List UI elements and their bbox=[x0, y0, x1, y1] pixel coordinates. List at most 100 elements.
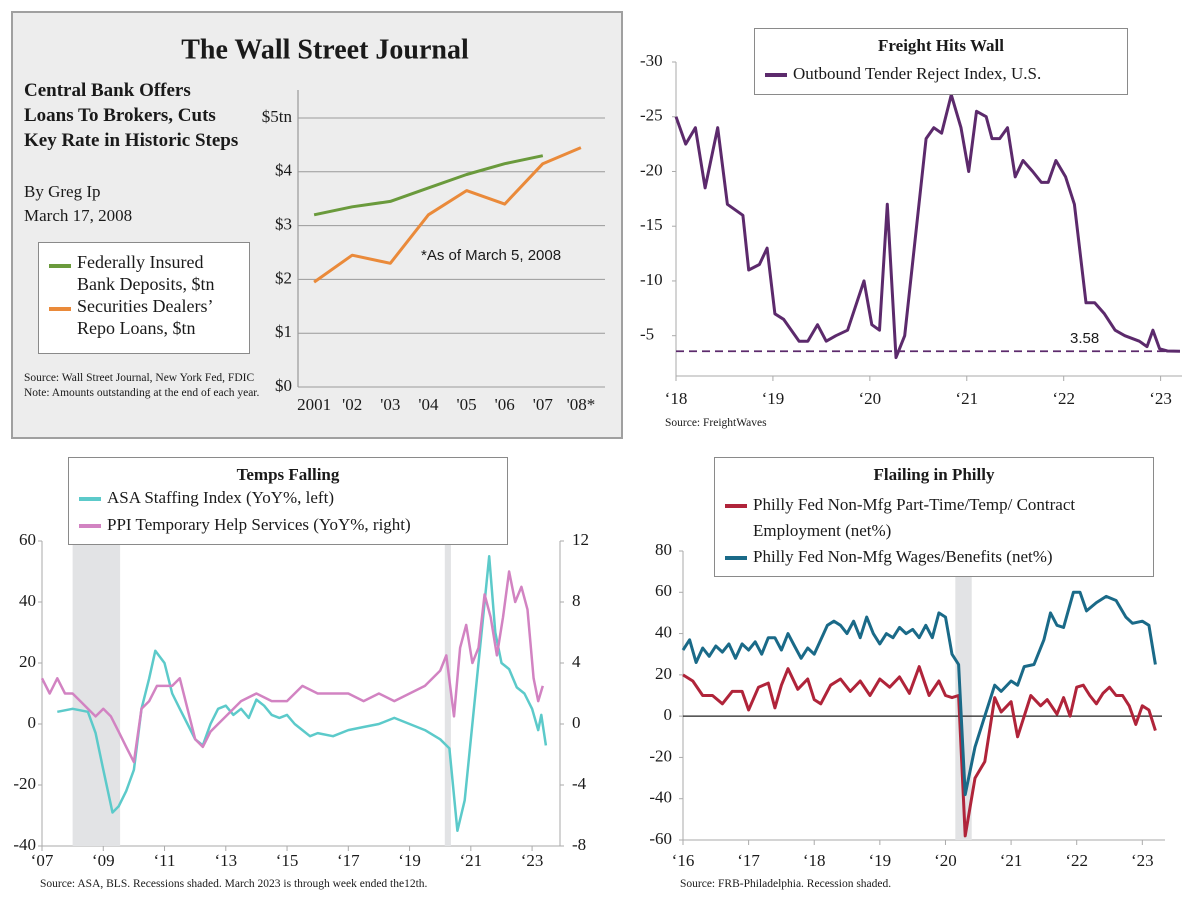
y-tick-label: 80 bbox=[655, 540, 672, 559]
legend-swatch bbox=[725, 556, 747, 560]
x-tick-label: '03 bbox=[380, 395, 400, 414]
series-line bbox=[57, 555, 548, 833]
x-tick-label: ‘11 bbox=[154, 851, 176, 870]
y-tick-label: 20 bbox=[19, 652, 36, 671]
source: Source: Wall Street Journal, New York Fe… bbox=[24, 372, 260, 399]
series-line bbox=[682, 665, 1157, 838]
x-tick-label: ‘20 bbox=[934, 851, 957, 870]
legend-label: PPI Temporary Help Services (YoY%, right… bbox=[107, 515, 411, 534]
y-tick-label: $4 bbox=[275, 161, 293, 180]
y2-tick-label: -8 bbox=[572, 835, 586, 854]
series-line bbox=[40, 570, 544, 764]
y-tick-label: 0 bbox=[28, 713, 37, 732]
recession-shade bbox=[72, 541, 121, 846]
x-tick-label: ‘20 bbox=[859, 389, 882, 408]
legend-swatch bbox=[79, 497, 101, 501]
x-tick-label: ‘22 bbox=[1052, 389, 1075, 408]
x-tick-label: ‘23 bbox=[521, 851, 544, 870]
y2-tick-label: 8 bbox=[572, 591, 581, 610]
x-tick-label: ‘21 bbox=[459, 851, 482, 870]
chart-title: Freight Hits Wall bbox=[878, 36, 1004, 55]
recession-shade bbox=[955, 551, 972, 840]
legend-label: Outbound Tender Reject Index, U.S. bbox=[793, 64, 1042, 83]
y-tick-label: $2 bbox=[275, 268, 292, 287]
x-tick-label: ‘17 bbox=[337, 851, 360, 870]
x-tick-label: '08* bbox=[567, 395, 596, 414]
date: March 17, 2008 bbox=[24, 206, 133, 225]
y-tick-label: 60 bbox=[655, 581, 672, 600]
x-tick-label: ‘13 bbox=[214, 851, 237, 870]
chart-title: The Wall Street Journal bbox=[181, 34, 469, 65]
y-tick-label: 60 bbox=[19, 530, 36, 549]
x-tick-label: ‘21 bbox=[1000, 851, 1023, 870]
source: Source: ASA, BLS. Recessions shaded. Mar… bbox=[40, 878, 428, 890]
series-line bbox=[674, 93, 1181, 360]
x-tick-label: ‘15 bbox=[276, 851, 299, 870]
legend-swatch bbox=[79, 524, 101, 528]
source: Source: FreightWaves bbox=[665, 417, 767, 429]
y2-tick-label: -4 bbox=[572, 774, 587, 793]
legend: Flailing in Philly Philly Fed Non-Mfg Pa… bbox=[714, 457, 1154, 577]
y-tick-label: 0 bbox=[664, 705, 673, 724]
x-tick-label: ‘22 bbox=[1065, 851, 1088, 870]
x-tick-label: ‘09 bbox=[92, 851, 115, 870]
legend-label: Philly Fed Non-Mfg Part-Time/Temp/ Contr… bbox=[753, 495, 1076, 540]
legend-label: Securities Dealers’ Repo Loans, $tn bbox=[77, 296, 213, 338]
legend-label: Philly Fed Non-Mfg Wages/Benefits (net%) bbox=[753, 547, 1053, 566]
x-tick-label: '05 bbox=[457, 395, 477, 414]
source: Source: FRB-Philadelphia. Recession shad… bbox=[680, 878, 892, 890]
x-tick-label: ‘18 bbox=[665, 389, 688, 408]
y-tick-label: -20 bbox=[13, 774, 36, 793]
y-tick-label: -10 bbox=[640, 270, 663, 289]
y-tick-label: 20 bbox=[655, 664, 672, 683]
chart-title: Temps Falling bbox=[236, 465, 340, 484]
y-tick-label: -20 bbox=[640, 160, 663, 179]
headline: Central Bank Offers Loans To Brokers, Cu… bbox=[24, 80, 239, 151]
chart-title: Flailing in Philly bbox=[873, 465, 995, 484]
y-tick-label: -40 bbox=[13, 835, 36, 854]
wsj-panel bbox=[11, 11, 623, 439]
y-tick-label: 40 bbox=[655, 622, 672, 641]
x-tick-label: ‘23 bbox=[1131, 851, 1154, 870]
legend-label: ASA Staffing Index (YoY%, left) bbox=[107, 488, 334, 507]
reference-label: 3.58 bbox=[1070, 330, 1099, 347]
annotation: *As of March 5, 2008 bbox=[421, 247, 561, 264]
x-tick-label: ‘19 bbox=[762, 389, 785, 408]
x-tick-label: ‘18 bbox=[803, 851, 826, 870]
legend-swatch bbox=[765, 73, 787, 77]
byline: By Greg Ip bbox=[24, 182, 101, 201]
y-tick-label: -60 bbox=[649, 829, 672, 848]
legend-swatch bbox=[725, 504, 747, 508]
series-line bbox=[313, 154, 544, 217]
y-tick-label: -5 bbox=[640, 325, 654, 344]
x-tick-label: ‘16 bbox=[672, 851, 695, 870]
x-tick-label: 2001 bbox=[297, 395, 331, 414]
x-tick-label: ‘23 bbox=[1149, 389, 1172, 408]
legend: Temps Falling ASA Staffing Index (YoY%, … bbox=[68, 457, 508, 545]
legend: Freight Hits Wall Outbound Tender Reject… bbox=[754, 28, 1128, 95]
y-tick-label: -20 bbox=[649, 746, 672, 765]
x-tick-label: ‘07 bbox=[31, 851, 54, 870]
legend-label: Federally Insured Bank Deposits, $tn bbox=[77, 252, 215, 294]
legend-swatch bbox=[49, 307, 71, 311]
y-tick-label: -15 bbox=[640, 215, 663, 234]
series-line bbox=[681, 590, 1157, 797]
y-tick-label: $3 bbox=[275, 215, 292, 234]
x-tick-label: '06 bbox=[495, 395, 515, 414]
y-tick-label: -40 bbox=[649, 788, 672, 807]
legend: Federally Insured Bank Deposits, $tn Sec… bbox=[38, 242, 250, 354]
y-tick-label: -25 bbox=[640, 106, 663, 125]
x-tick-label: ‘17 bbox=[737, 851, 760, 870]
x-tick-label: ‘19 bbox=[398, 851, 421, 870]
x-tick-label: ‘21 bbox=[955, 389, 978, 408]
y-tick-label: -30 bbox=[640, 51, 663, 70]
recession-shade bbox=[444, 541, 451, 846]
y-tick-label: $5tn bbox=[262, 107, 293, 126]
y2-tick-label: 12 bbox=[572, 530, 589, 549]
x-tick-label: ‘19 bbox=[869, 851, 892, 870]
y-tick-label: $0 bbox=[275, 376, 292, 395]
x-tick-label: '07 bbox=[533, 395, 554, 414]
legend-swatch bbox=[49, 264, 71, 268]
